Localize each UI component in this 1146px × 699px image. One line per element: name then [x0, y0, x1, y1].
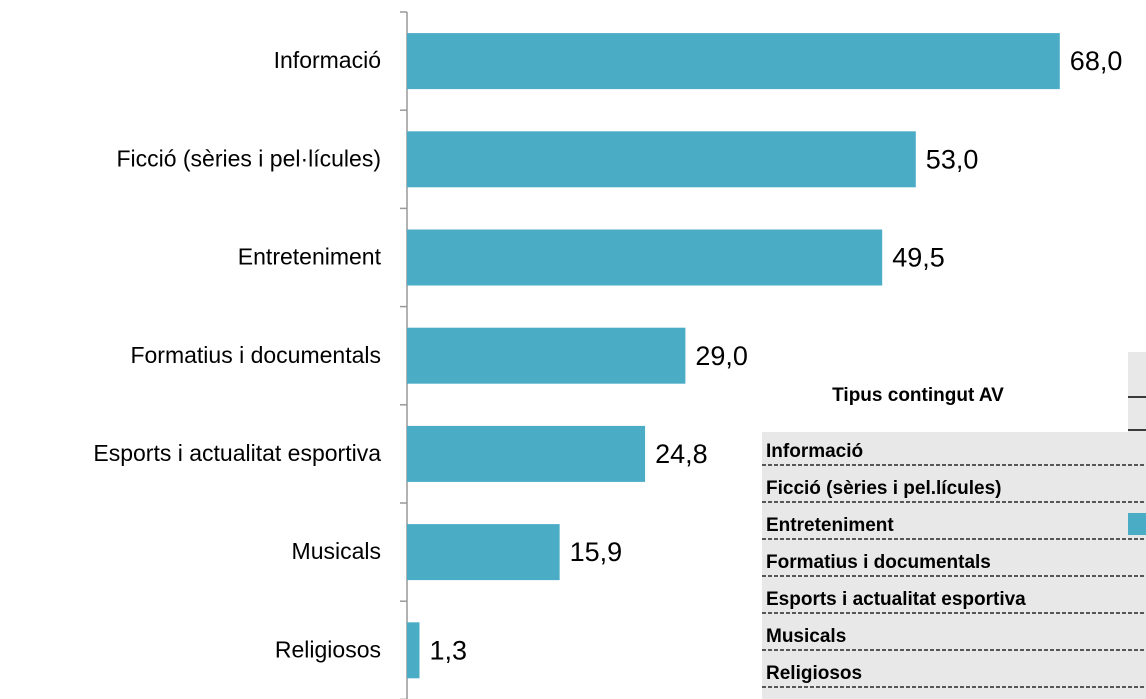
bar [407, 524, 560, 581]
bar [407, 425, 646, 482]
y-tick-label: Ficció (sèries i pel·lícules) [116, 145, 381, 171]
bar [407, 327, 686, 384]
y-tick-label: Esports i actualitat esportiva [93, 440, 381, 466]
table-row-label: Formatius i documentals [766, 552, 991, 573]
bar [407, 622, 420, 679]
table-swatch [1128, 513, 1146, 535]
y-tick-label: Informació [274, 47, 381, 73]
value-label: 15,9 [570, 537, 623, 567]
table-row-label: Ficció (sèries i pel.lícules) [766, 478, 1002, 499]
y-tick-label: Musicals [292, 538, 381, 564]
table-row-label: Religiosos [766, 663, 862, 684]
value-label: 68,0 [1070, 46, 1123, 76]
table-row-label: Informació [766, 441, 863, 462]
y-tick-label: Formatius i documentals [130, 342, 381, 368]
bar [407, 131, 916, 188]
value-label: 1,3 [429, 635, 467, 665]
table-row-label: Musicals [766, 626, 846, 647]
value-label: 24,8 [655, 439, 708, 469]
table-row-label: Entreteniment [766, 515, 894, 536]
bar [407, 229, 883, 286]
y-tick-label: Entreteniment [238, 244, 382, 270]
table-header: Tipus contingut AV [832, 385, 1004, 406]
value-label: 29,0 [695, 341, 748, 371]
table-background [762, 432, 1128, 699]
value-label: 49,5 [892, 243, 945, 273]
value-label: 53,0 [926, 144, 979, 174]
bar [407, 33, 1060, 90]
table-row-label: Esports i actualitat esportiva [766, 589, 1026, 610]
y-tick-label: Religiosos [275, 636, 381, 662]
